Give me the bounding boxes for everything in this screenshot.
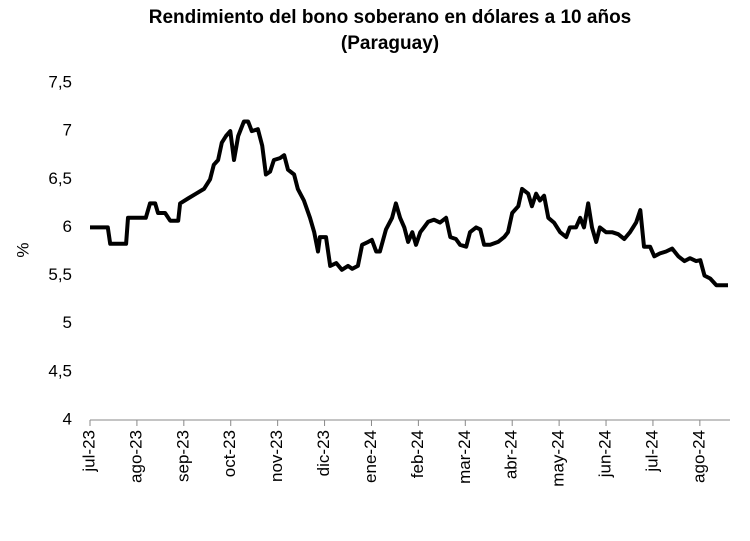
y-tick-label: 6,5: [48, 169, 72, 188]
chart-title: (Paraguay): [341, 33, 439, 54]
y-tick-label: 7: [63, 121, 72, 140]
x-tick-label: jun-24: [596, 430, 615, 478]
x-tick-label: sep-23: [173, 430, 192, 482]
x-tick-label: jul-24: [642, 430, 661, 473]
x-tick-label: ene-24: [361, 430, 380, 483]
x-tick-label: ago-24: [689, 430, 708, 483]
x-tick-label: may-24: [549, 430, 568, 487]
y-tick-label: 4: [63, 409, 72, 428]
x-tick-label: feb-24: [408, 430, 427, 478]
y-tick-label: 4,5: [48, 361, 72, 380]
y-tick-label: 7,5: [48, 72, 72, 91]
chart-title: Rendimiento del bono soberano en dólares…: [149, 7, 632, 28]
y-axis-label: %: [13, 242, 32, 257]
x-tick-label: nov-23: [267, 430, 286, 482]
x-tick-label: abr-24: [502, 430, 521, 479]
x-tick-label: jul-23: [79, 430, 98, 473]
x-tick-label: ago-23: [126, 430, 145, 483]
x-tick-label: mar-24: [455, 430, 474, 484]
line: [90, 119, 728, 288]
y-tick-label: 5: [63, 313, 72, 332]
x-tick-label: oct-23: [220, 430, 239, 477]
x-tick-label: dic-23: [314, 430, 333, 476]
y-tick-label: 5,5: [48, 265, 72, 284]
y-tick-label: 6: [63, 217, 72, 236]
